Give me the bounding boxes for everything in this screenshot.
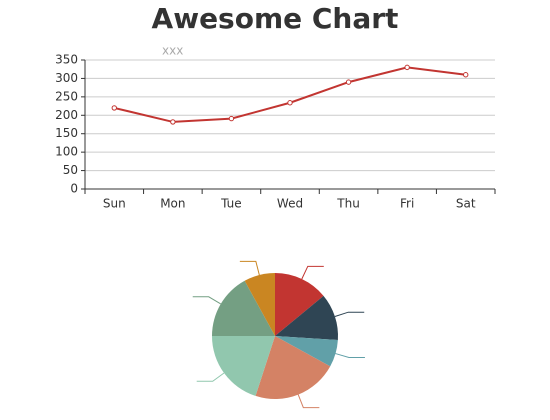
chart-subtitle: xxx bbox=[162, 44, 183, 58]
pie-slice bbox=[212, 336, 275, 396]
point bbox=[170, 119, 176, 125]
y-tick-label: 50 bbox=[63, 163, 78, 177]
label-line bbox=[335, 353, 365, 358]
pie-slice bbox=[212, 280, 275, 336]
label-line bbox=[196, 372, 225, 382]
chart-title: Awesome Chart bbox=[152, 2, 399, 35]
pie-slice bbox=[255, 336, 331, 400]
point bbox=[404, 64, 410, 71]
x-tick-label: Tue bbox=[220, 197, 242, 211]
x-tick-label: Sun bbox=[103, 197, 126, 211]
label-line bbox=[334, 311, 365, 318]
pie-slice bbox=[275, 273, 324, 336]
y-tick-label: 100 bbox=[55, 145, 78, 159]
point bbox=[287, 100, 293, 106]
x-tick-label: Wed bbox=[277, 197, 303, 211]
point bbox=[228, 115, 235, 122]
point bbox=[111, 105, 117, 111]
y-tick-label: 350 bbox=[55, 53, 78, 67]
x-tick-label: Thu bbox=[336, 197, 360, 211]
pie-slice bbox=[275, 295, 338, 340]
pie-slice bbox=[244, 273, 275, 336]
x-tick-label: Sat bbox=[456, 197, 476, 211]
y-tick-label: 0 bbox=[70, 182, 78, 196]
label-line bbox=[301, 265, 324, 280]
label-line bbox=[297, 394, 320, 409]
pie-slice bbox=[275, 336, 338, 367]
y-tick-label: 300 bbox=[55, 71, 78, 85]
label-line bbox=[239, 260, 260, 276]
y-tick-label: 200 bbox=[55, 108, 78, 122]
y-tick-label: 150 bbox=[55, 126, 78, 140]
point bbox=[345, 79, 352, 85]
x-tick-label: Fri bbox=[400, 197, 414, 211]
label-line bbox=[192, 296, 222, 305]
line-series bbox=[114, 66, 466, 123]
point bbox=[463, 72, 469, 78]
y-tick-label: 250 bbox=[55, 89, 78, 103]
x-tick-label: Mon bbox=[160, 197, 185, 211]
